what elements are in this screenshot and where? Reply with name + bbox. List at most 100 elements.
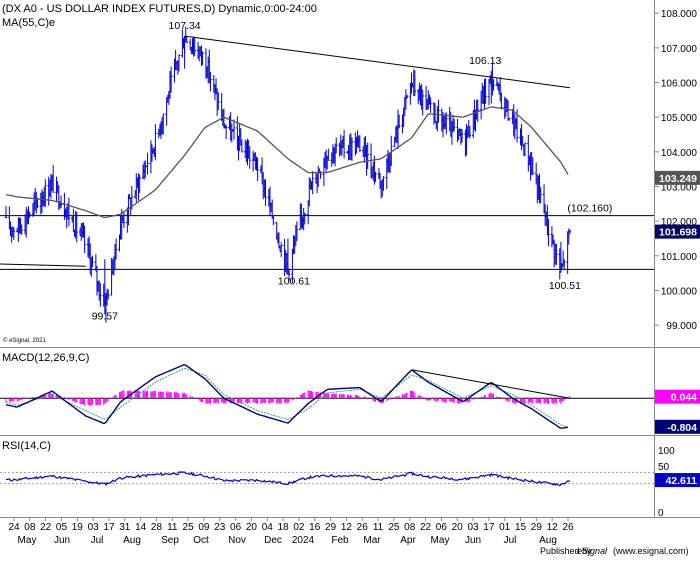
rsi-axis-label: 0 — [658, 508, 664, 519]
price-annotation: 107.34 — [169, 20, 201, 32]
time-axis-day-label: 09 — [198, 522, 210, 533]
time-axis-day-label: 15 — [515, 522, 527, 533]
macd-line[interactable] — [5, 363, 569, 429]
price-axis-label: 103.000 — [661, 182, 698, 193]
time-axis-day-label: 22 — [40, 522, 52, 533]
time-axis-day-label: 20 — [246, 522, 258, 533]
rsi-last-value: 42.611 — [665, 475, 697, 487]
time-axis-month-label: Oct — [193, 535, 209, 546]
time-axis-day-label: 29 — [531, 522, 543, 533]
price-axis-label: 100.000 — [661, 286, 698, 297]
time-axis-day-label: 25 — [388, 522, 400, 533]
price-annotation: 99.57 — [92, 310, 118, 322]
time-axis-day-label: 18 — [278, 522, 290, 533]
price-axis-label: 99.000 — [666, 321, 697, 332]
time-axis-day-label: 14 — [135, 522, 147, 533]
macd-last-value: -0.804 — [667, 422, 697, 434]
time-axis-month-label: Mar — [363, 535, 381, 546]
macd-last-value-bg — [655, 419, 700, 434]
ma-last-value: 103.249 — [659, 173, 697, 185]
time-axis-month-label: Apr — [400, 535, 416, 546]
time-axis-day-label: 22 — [420, 522, 432, 533]
time-axis-day-label: 24 — [8, 522, 20, 533]
time-axis-month-label: Sep — [161, 535, 179, 546]
time-axis-day-label: 20 — [452, 522, 464, 533]
footer-brand: eSignal — [577, 546, 608, 556]
time-axis-month-label: Feb — [331, 535, 349, 546]
rsi-axis-label: 50 — [658, 462, 670, 473]
time-axis-day-label: 28 — [151, 522, 163, 533]
trend-line[interactable] — [0, 261, 86, 267]
price-panel[interactable]: 107.34 106.13 100.61 99.57 100.51 (102.160) 10… — [0, 9, 700, 332]
ma-last-value-bg — [655, 170, 700, 185]
time-axis-day-label: 17 — [103, 522, 115, 533]
trend-line[interactable] — [184, 35, 570, 89]
time-axis-day-label: 17 — [483, 522, 495, 533]
rsi-axis-label: 100 — [658, 446, 675, 457]
macd-legend: MACD(12,26,9,C) — [2, 352, 89, 364]
copyright-text: © eSignal, 2021 — [3, 337, 46, 344]
price-axis-label: 108.000 — [661, 9, 698, 20]
time-axis-day-label: 25 — [183, 522, 195, 533]
time-axis-day-label: 06 — [230, 522, 242, 533]
time-axis-day-label: 29 — [325, 522, 337, 533]
time-axis-day-label: 16 — [309, 522, 321, 533]
time-axis-day-label: 19 — [72, 522, 84, 533]
time-axis-month-label: 2024 — [292, 535, 315, 546]
time-axis-day-label: 12 — [547, 522, 559, 533]
time-axis-day-label: 11 — [373, 522, 384, 533]
time-axis-month-label: Dec — [264, 535, 282, 546]
time-axis-day-label: 03 — [467, 522, 479, 533]
time-axis-month-label: Aug — [539, 535, 557, 546]
chart-title: (DX A0 - US DOLLAR INDEX FUTURES,D) Dyna… — [2, 3, 317, 15]
ma-line[interactable] — [5, 106, 569, 219]
time-axis-day-label: 03 — [88, 522, 100, 533]
time-axis-day-label: 06 — [436, 522, 448, 533]
price-annotation: 100.51 — [549, 280, 581, 292]
time-axis-day-label: 11 — [167, 522, 178, 533]
rsi-line[interactable] — [5, 471, 571, 487]
time-axis-day-label: 02 — [293, 522, 305, 533]
price-axis-label: 105.000 — [661, 113, 698, 124]
time-axis-month-label: Jun — [465, 535, 481, 546]
macd-histogram-last-value: 0.044 — [671, 392, 697, 404]
footer-published-by: Published by — [540, 546, 592, 556]
footer-url[interactable]: (www.esignal.com) — [613, 546, 689, 556]
price-last-value-bg — [655, 224, 700, 239]
ma-legend: MA(55,C)e — [2, 17, 55, 29]
macd-histogram-last-value-bg — [655, 389, 700, 404]
time-axis-month-label: Jul — [91, 535, 104, 546]
time-axis-month-label: Aug — [123, 535, 141, 546]
price-axis-label: 101.000 — [661, 252, 698, 263]
price-annotation: (102.160) — [567, 203, 612, 215]
rsi-panel[interactable]: 100 50 0 42.611 — [0, 446, 700, 519]
price-axis-label: 102.000 — [661, 217, 698, 228]
time-axis-day-label: 26 — [357, 522, 369, 533]
time-axis-day-label: 23 — [214, 522, 226, 533]
price-axis-label: 104.000 — [661, 148, 698, 159]
time-axis-month-label: Nov — [228, 535, 246, 546]
time-axis-day-label: 31 — [119, 522, 131, 533]
time-axis-day-label: 12 — [341, 522, 353, 533]
time-axis-day-label: 05 — [56, 522, 68, 533]
price-axis-label: 106.000 — [661, 79, 698, 90]
time-axis-day-label: 01 — [499, 522, 511, 533]
macd-panel[interactable]: 0.044 -0.804 — [0, 363, 700, 434]
price-axis-label: 107.000 — [661, 44, 698, 55]
rsi-last-value-bg — [655, 473, 700, 488]
price-annotation: 100.61 — [278, 275, 310, 287]
time-axis[interactable]: 24 08 22 05 19 03 17 31 14 28 11 25 09 23 06 20 04 18 02 16… — [8, 517, 574, 546]
price-annotation: 106.13 — [469, 55, 501, 67]
time-axis-month-label: Jul — [504, 535, 517, 546]
time-axis-day-label: 04 — [262, 522, 274, 533]
time-axis-day-label: 08 — [24, 522, 36, 533]
time-axis-day-label: 26 — [562, 522, 574, 533]
rsi-legend: RSI(14,C) — [2, 440, 51, 452]
time-axis-month-label: May — [431, 535, 450, 546]
macd-trend-line[interactable] — [411, 369, 570, 399]
time-axis-month-label: Jun — [54, 535, 70, 546]
time-axis-day-label: 08 — [404, 522, 416, 533]
price-last-value: 101.698 — [659, 227, 697, 239]
